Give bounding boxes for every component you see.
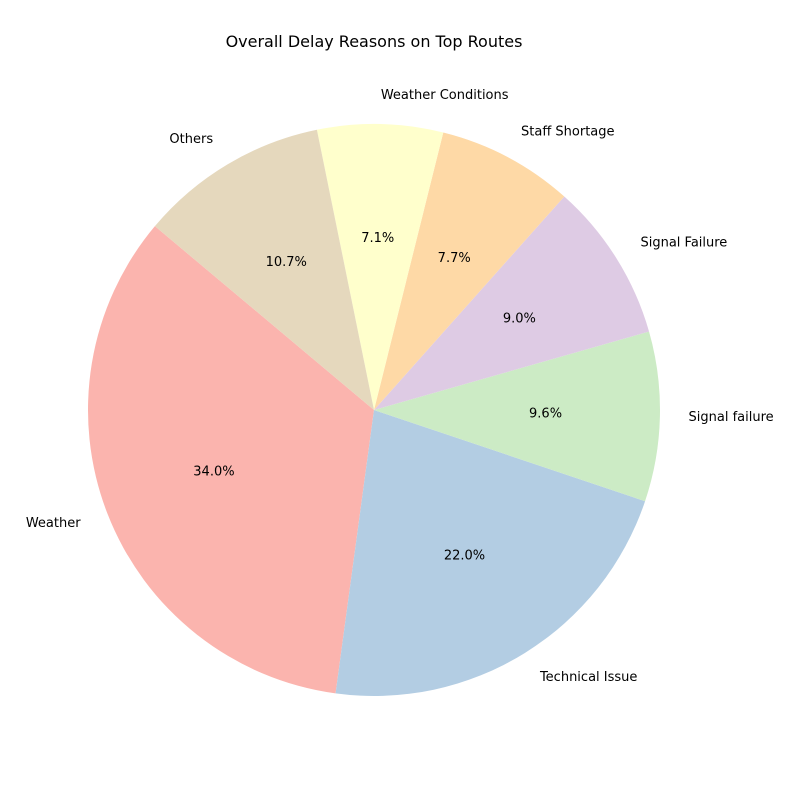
slice-percentage-1: 22.0% xyxy=(444,548,485,563)
slice-percentage-5: 7.1% xyxy=(361,231,394,246)
slice-label-1: Technical Issue xyxy=(539,670,637,685)
pie-slice-6 xyxy=(154,129,374,410)
slice-percentage-3: 9.0% xyxy=(503,311,536,326)
pie-slice-3 xyxy=(374,196,650,410)
pie-slice-2 xyxy=(374,331,661,502)
pie-slices xyxy=(88,124,661,696)
chart-title: Overall Delay Reasons on Top Routes xyxy=(226,32,523,51)
pie-slice-1 xyxy=(335,410,646,696)
slice-label-0: Weather xyxy=(26,516,81,531)
slice-percentage-4: 7.7% xyxy=(438,251,471,266)
pie-slice-4 xyxy=(374,132,565,410)
slice-label-4: Staff Shortage xyxy=(521,124,615,139)
slice-label-6: Others xyxy=(169,132,213,147)
slice-percentage-2: 9.6% xyxy=(529,407,562,422)
slice-label-5: Weather Conditions xyxy=(381,88,509,103)
pie-slice-0 xyxy=(88,226,374,694)
slice-label-2: Signal failure xyxy=(689,410,774,425)
slice-label-3: Signal Failure xyxy=(640,235,727,250)
pie-slice-5 xyxy=(316,124,444,410)
slice-percentage-0: 34.0% xyxy=(193,464,234,479)
pie-labels: Weather 34.0% Technical Issue 22.0% Signal f… xyxy=(26,88,774,685)
slice-percentage-6: 10.7% xyxy=(266,255,307,270)
